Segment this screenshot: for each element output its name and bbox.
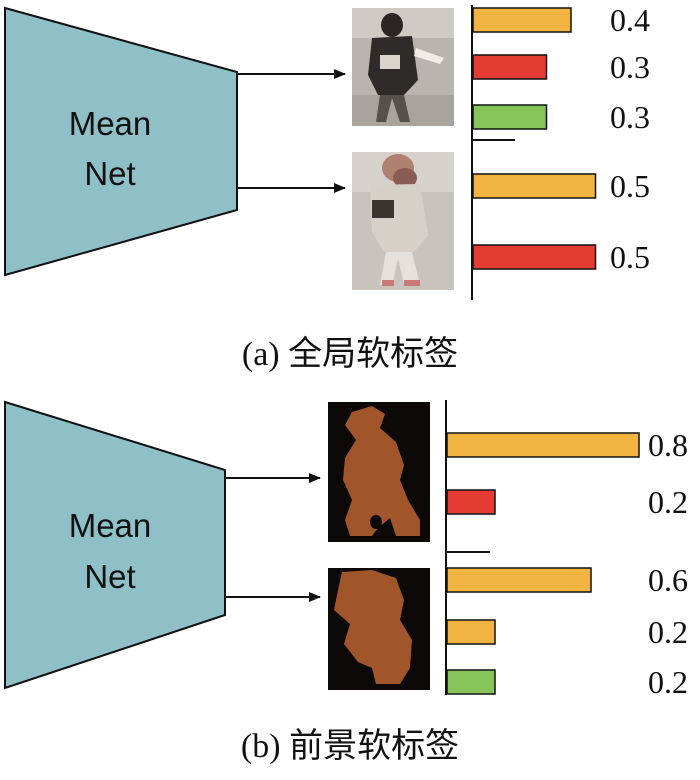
- panel-a-row-2-value-label-1: 0.5: [610, 168, 650, 204]
- panel-a-row-1-bar-1: [472, 7, 572, 33]
- panel-b-row-2-value-label-2: 0.2: [648, 614, 688, 650]
- panel-a-row-1-value-label-1: 0.4: [610, 2, 650, 38]
- panel-b-row-1-bar-1: [446, 432, 640, 458]
- panel-a-row-2-value-label-2: 0.5: [610, 239, 650, 275]
- panel-b: Mean Net 0.8 0.2 0.6 0.2 0.2 (b) 前景软标签: [4, 400, 688, 765]
- panel-b-row-2-value-label-1: 0.6: [648, 562, 688, 598]
- panel-b-net-label-line2: Net: [84, 558, 135, 595]
- panel-a-row-2-bar-1: [472, 173, 597, 199]
- panel-a-row-1-bar-2: [472, 54, 548, 80]
- panel-b-row-1-value-label-1: 0.8: [648, 427, 688, 463]
- panel-a-net-label-line1: Mean: [69, 105, 152, 142]
- panel-b-row-2-bar-1: [446, 567, 592, 593]
- panel-b-row-2-bar-2: [446, 619, 496, 645]
- panel-b-mean-net-block: [4, 400, 226, 690]
- panel-b-net-label-line1: Mean: [69, 507, 152, 544]
- panel-a-row-1-value-label-3: 0.3: [610, 99, 650, 135]
- panel-a-row-1-bar-3: [472, 104, 548, 130]
- panel-a-row-2-bar-2: [472, 244, 597, 270]
- panel-a-mean-net-block: [4, 6, 238, 277]
- panel-a-person-image-2: [352, 152, 454, 290]
- panel-b-row-2-bar-3: [446, 669, 496, 695]
- panel-b-row-1-value-label-2: 0.2: [648, 484, 688, 520]
- panel-b-foreground-mask-2: [328, 568, 430, 690]
- panel-a-row-1-value-label-2: 0.3: [610, 49, 650, 85]
- panel-b-foreground-mask-1: [328, 402, 430, 542]
- panel-a-caption: (a) 全局软标签: [242, 335, 458, 373]
- panel-a: Mean Net 0.4 0.3 0.3: [4, 2, 650, 373]
- panel-a-person-image-1: [352, 8, 454, 126]
- panel-a-net-label-line2: Net: [84, 155, 135, 192]
- panel-b-row-2-value-label-3: 0.2: [648, 664, 688, 700]
- panel-b-caption: (b) 前景软标签: [241, 727, 459, 765]
- panel-b-row-1-bar-2: [446, 489, 496, 515]
